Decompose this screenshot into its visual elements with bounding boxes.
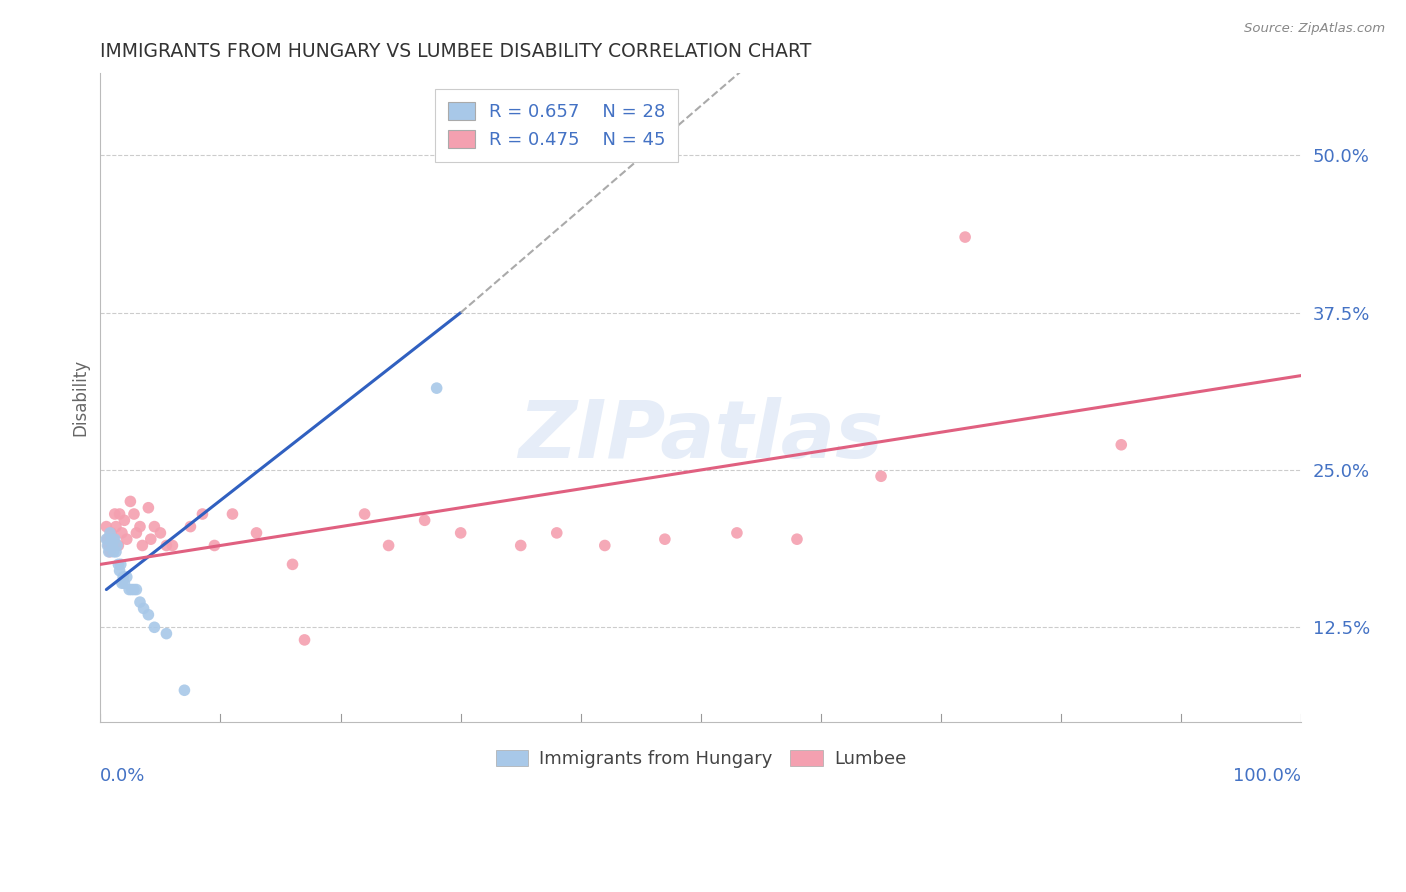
Point [112,570,135,584]
Point [96,519,118,533]
Point [111,576,134,591]
Point [101,539,124,553]
Point [139,532,162,546]
Text: 0.0%: 0.0% [100,767,146,785]
Point [138,500,160,515]
Point [110,558,132,572]
Point [546,525,568,540]
Point [97,545,120,559]
Point [132,601,155,615]
Point [281,558,304,572]
Point [149,525,172,540]
Point [173,683,195,698]
Point [98,525,121,540]
Text: IMMIGRANTS FROM HUNGARY VS LUMBEE DISABILITY CORRELATION CHART: IMMIGRANTS FROM HUNGARY VS LUMBEE DISABI… [100,42,811,61]
Point [108,564,131,578]
Point [96,532,118,546]
Point [122,582,145,597]
Point [162,539,184,553]
Point [125,582,148,597]
Legend: R = 0.657    N = 28, R = 0.475    N = 45: R = 0.657 N = 28, R = 0.475 N = 45 [434,89,679,162]
Point [112,576,135,591]
Point [131,539,153,553]
Text: ZIPatlas: ZIPatlas [519,398,883,475]
Point [104,519,127,533]
Point [221,507,243,521]
Point [654,532,676,546]
Point [96,532,118,546]
Point [108,507,131,521]
Point [593,539,616,553]
Point [191,507,214,521]
Point [96,539,118,553]
Point [155,539,177,553]
Point [104,545,127,559]
Point [204,539,226,553]
Point [870,469,893,483]
Point [1109,438,1132,452]
Point [107,558,129,572]
Point [120,494,142,508]
Point [129,519,152,533]
Point [129,595,152,609]
Y-axis label: Disability: Disability [72,359,89,436]
Point [353,507,375,521]
Point [509,539,531,553]
Point [122,507,145,521]
Point [725,525,748,540]
Point [245,525,267,540]
Point [107,539,129,553]
Point [98,545,121,559]
Point [101,539,124,553]
Point [143,519,166,533]
Point [125,525,148,540]
Point [294,632,316,647]
Point [138,607,160,622]
Point [111,525,134,540]
Point [953,230,976,244]
Point [97,539,120,553]
Point [115,570,138,584]
Point [105,539,128,553]
Text: 100.0%: 100.0% [1233,767,1302,785]
Text: Source: ZipAtlas.com: Source: ZipAtlas.com [1244,22,1385,36]
Point [115,532,138,546]
Point [103,545,125,559]
Point [450,525,472,540]
Point [377,539,399,553]
Point [100,532,122,546]
Point [179,519,201,533]
Point [104,532,127,546]
Point [426,381,449,395]
Point [112,513,135,527]
Point [103,532,125,546]
Point [100,525,122,540]
Point [121,582,143,597]
Point [118,582,141,597]
Point [104,507,127,521]
Point [413,513,436,527]
Point [143,620,166,634]
Point [786,532,808,546]
Point [155,626,177,640]
